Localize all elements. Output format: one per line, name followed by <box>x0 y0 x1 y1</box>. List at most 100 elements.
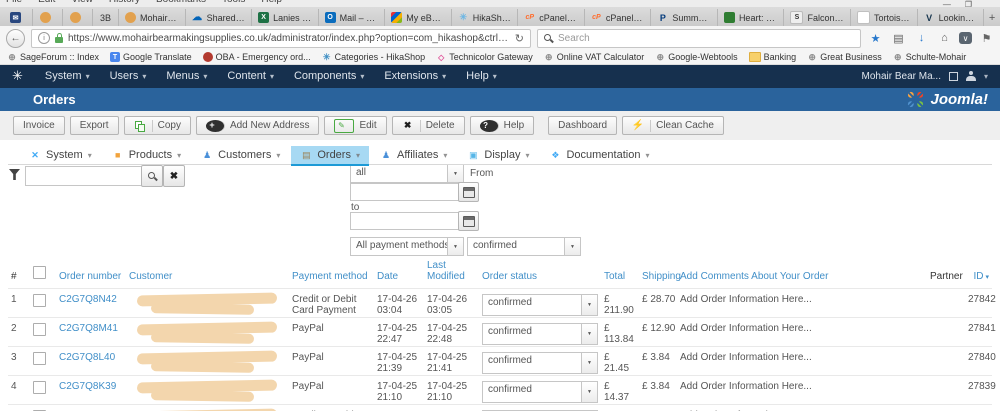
browser-tab[interactable]: 3B <box>93 9 120 26</box>
browser-tab[interactable]: Lanies Class Mar <box>252 9 319 26</box>
browser-menu-item[interactable]: File <box>6 0 22 5</box>
browser-menu-item[interactable]: View <box>71 0 93 5</box>
row-checkbox[interactable] <box>33 352 46 365</box>
toolbar-button[interactable]: Invoice <box>13 116 65 135</box>
toolbar-button[interactable]: Delete <box>391 116 465 135</box>
toolbar-icon[interactable] <box>890 30 907 46</box>
browser-tab[interactable]: Mail – mohairbe <box>319 9 386 26</box>
bookmark-item[interactable]: Google Translate <box>110 52 192 62</box>
col-comments[interactable]: Add Comments About Your Order <box>680 271 829 282</box>
order-comments-link[interactable]: Add Order Information Here... <box>680 381 812 392</box>
url-bar[interactable]: https://www.mohairbearmakingsupplies.co.… <box>31 28 531 48</box>
bookmark-item[interactable]: Online VAT Calculator <box>544 52 645 62</box>
order-comments-link[interactable]: Add Order Information Here... <box>680 352 812 363</box>
browser-menu-item[interactable]: Tools <box>222 0 245 5</box>
toolbar-icon[interactable] <box>959 32 972 44</box>
hikashop-menu-item[interactable]: Customers <box>192 146 289 164</box>
row-checkbox[interactable] <box>33 323 46 336</box>
payment-method-select[interactable]: All payment methods <box>350 237 464 256</box>
clear-search-button[interactable] <box>163 165 185 187</box>
date-from-input[interactable] <box>350 183 460 201</box>
chevron-down-icon[interactable] <box>984 71 988 82</box>
browser-tab[interactable] <box>63 9 93 26</box>
bookmark-item[interactable]: Categories - HikaShop <box>322 52 426 62</box>
order-status-select[interactable]: confirmed <box>482 323 598 345</box>
calendar-to-button[interactable] <box>458 211 479 231</box>
col-date[interactable]: Date <box>377 271 399 282</box>
toolbar-icon[interactable] <box>936 30 953 46</box>
bookmark-item[interactable]: Schulte-Mohair <box>893 52 967 62</box>
browser-tab[interactable] <box>3 9 33 26</box>
hikashop-menu-item[interactable]: Documentation <box>540 146 658 164</box>
col-modified[interactable]: Last Modified <box>427 260 465 282</box>
browser-tab[interactable]: HikaShop - Displ <box>452 9 519 26</box>
back-button[interactable]: ← <box>6 28 25 48</box>
toolbar-button[interactable]: Export <box>69 116 119 135</box>
joomla-admin-menu-item[interactable]: Users <box>100 70 157 82</box>
hikashop-menu-item[interactable]: Orders <box>291 146 369 164</box>
toolbar-button[interactable]: Clean Cache <box>622 116 724 135</box>
joomla-admin-menu-item[interactable]: System <box>35 70 100 82</box>
bookmark-item[interactable]: Google-Webtools <box>655 52 737 62</box>
hikashop-menu-item[interactable]: Display <box>458 146 538 164</box>
order-number-link[interactable]: C2G7Q8M41 <box>59 323 118 334</box>
window-control-button[interactable]: ❐ <box>964 0 972 9</box>
search-go-button[interactable] <box>141 165 163 187</box>
order-number-link[interactable]: C2G7Q8L40 <box>59 352 116 363</box>
browser-tab[interactable]: Mohair Bear Mak <box>119 9 186 26</box>
browser-tab[interactable]: Heart: Welcome ! <box>718 9 785 26</box>
col-shipping[interactable]: Shipping <box>642 271 681 282</box>
browser-menu-item[interactable]: Bookmarks <box>156 0 206 5</box>
bookmark-item[interactable]: Great Business <box>807 52 882 62</box>
joomla-admin-menu-item[interactable]: Help <box>456 70 507 82</box>
new-tab-button[interactable]: + <box>988 11 996 24</box>
bookmark-item[interactable]: Banking <box>748 52 796 62</box>
site-preview-link[interactable]: Mohair Bear Ma... <box>861 70 941 82</box>
row-checkbox[interactable] <box>33 294 46 307</box>
browser-tab[interactable]: Summary – PayP <box>651 9 718 26</box>
bookmark-item[interactable]: OBA - Emergency ord... <box>202 52 311 62</box>
url-text[interactable]: https://www.mohairbearmakingsupplies.co.… <box>68 32 510 44</box>
user-icon[interactable] <box>965 70 976 82</box>
reload-icon[interactable] <box>515 32 524 45</box>
calendar-from-button[interactable] <box>458 182 479 202</box>
toolbar-button[interactable]: Help <box>469 116 535 135</box>
hikashop-menu-item[interactable]: Affiliates <box>371 146 456 164</box>
col-id[interactable]: ID <box>965 258 992 289</box>
toolbar-button[interactable]: Copy <box>123 116 191 135</box>
toolbar-icon[interactable] <box>913 30 930 46</box>
col-payment[interactable]: Payment method <box>292 271 368 282</box>
browser-tab[interactable]: Tortoise Trust W <box>851 9 918 26</box>
order-status-select[interactable]: confirmed <box>482 294 598 316</box>
col-status[interactable]: Order status <box>482 271 538 282</box>
browser-tab[interactable]: My eBay Selling ! <box>385 9 452 26</box>
toolbar-icon[interactable] <box>867 30 884 46</box>
search-bar[interactable]: Search <box>537 28 861 48</box>
joomla-admin-menu-item[interactable]: Components <box>284 70 374 82</box>
browser-tab[interactable] <box>33 9 63 26</box>
browser-menu-item[interactable]: Help <box>261 0 282 5</box>
toolbar-button[interactable]: Dashboard <box>548 116 618 135</box>
browser-tab[interactable]: cPanel File Manu <box>585 9 652 26</box>
page-info-icon[interactable] <box>38 32 50 44</box>
order-number-link[interactable]: C2G7Q8K39 <box>59 381 117 392</box>
joomla-admin-menu-item[interactable]: Extensions <box>374 70 456 82</box>
toolbar-button[interactable]: Edit <box>324 116 387 135</box>
toolbar-icon[interactable] <box>978 30 995 46</box>
toolbar-button[interactable]: Add New Address <box>195 116 320 135</box>
browser-tab[interactable]: cPanel - Main <box>518 9 585 26</box>
browser-tab[interactable]: Shared - OneDriv <box>186 9 253 26</box>
bookmark-item[interactable]: SageForum :: Index <box>7 52 99 62</box>
date-to-input[interactable] <box>350 212 460 230</box>
col-customer[interactable]: Customer <box>129 271 173 282</box>
joomla-admin-menu-item[interactable]: Content <box>217 70 284 82</box>
window-control-button[interactable]: — <box>942 0 951 9</box>
order-search-input[interactable] <box>25 166 143 186</box>
order-comments-link[interactable]: Add Order Information Here... <box>680 323 812 334</box>
order-status-select[interactable]: confirmed <box>482 381 598 403</box>
bookmark-item[interactable]: Technicolor Gateway <box>436 52 533 62</box>
period-select[interactable]: all <box>350 164 464 183</box>
order-number-link[interactable]: C2G7Q8N42 <box>59 294 117 305</box>
order-status-select[interactable]: confirmed <box>482 352 598 374</box>
col-order-number[interactable]: Order number <box>59 271 122 282</box>
